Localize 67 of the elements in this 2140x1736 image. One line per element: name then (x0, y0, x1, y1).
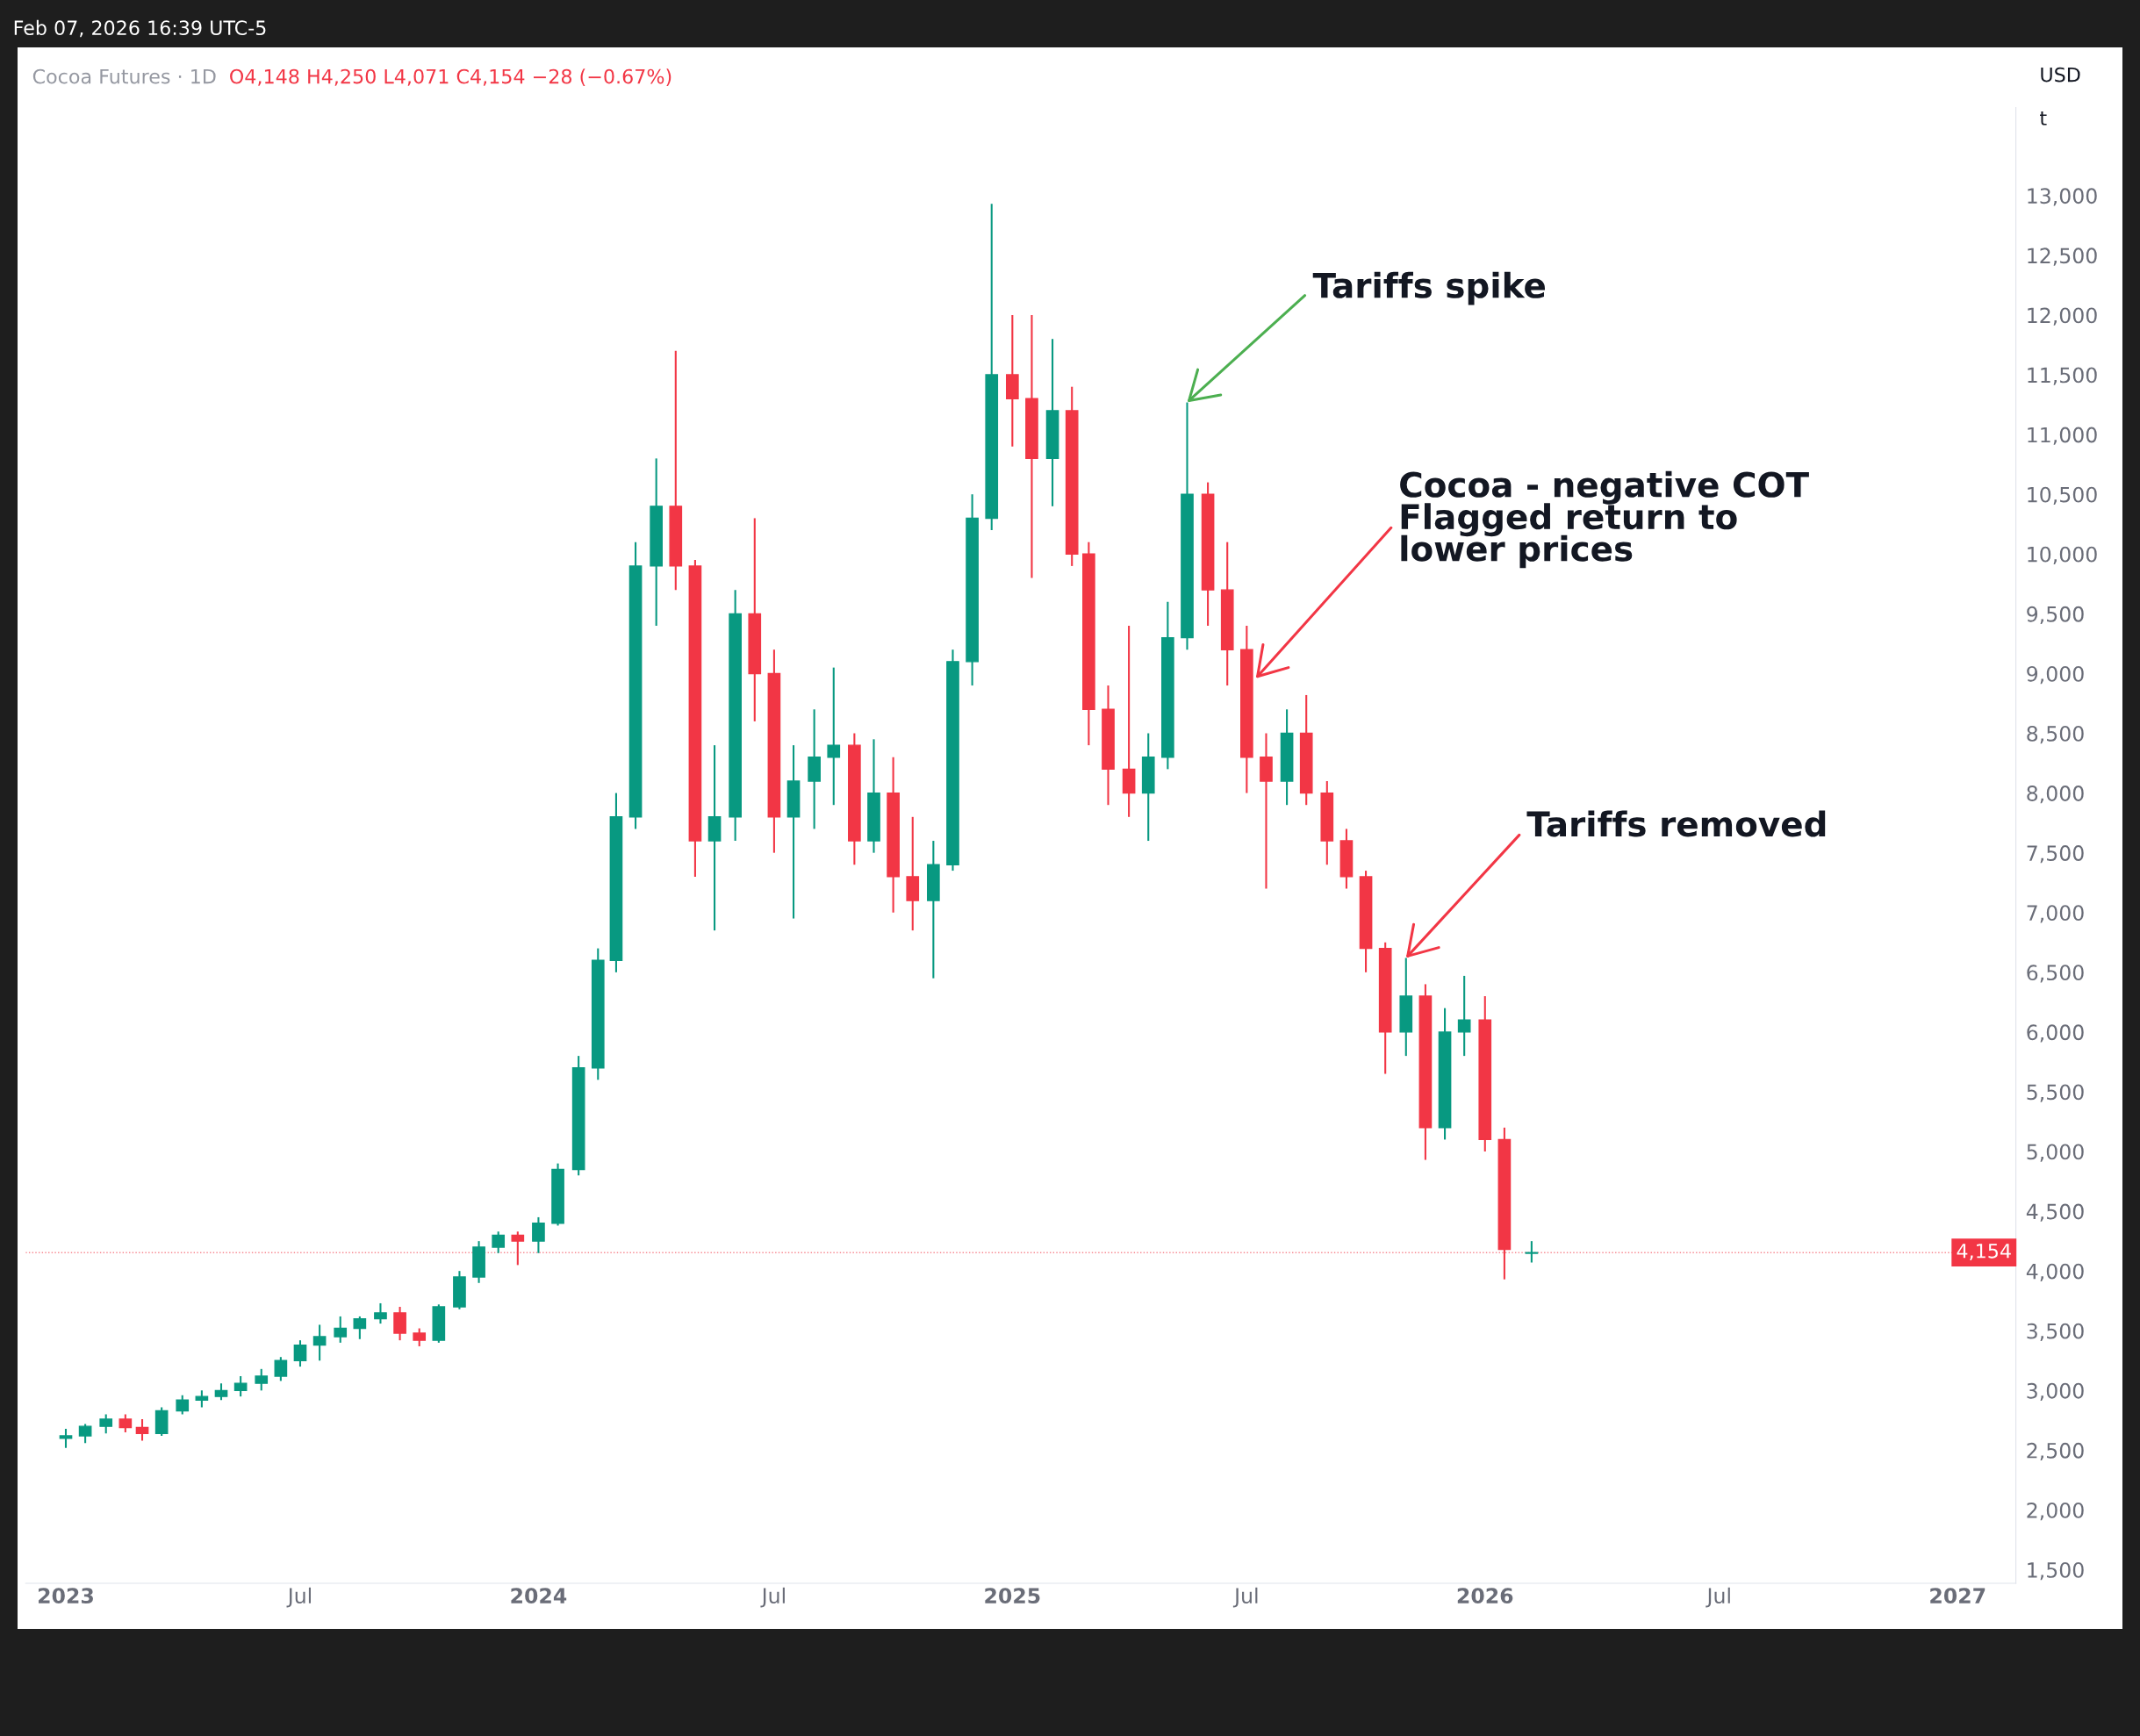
candlestick (59, 1427, 73, 1449)
x-tick-label: 2025 (985, 1588, 1040, 1604)
y-tick-label: 12,500 (2028, 247, 2097, 266)
candlestick (393, 1305, 406, 1342)
chart-subtitle: O4,148 H4,250 L4,071 C4,154 −28 (−0.67%) (230, 68, 671, 87)
ref-line-label: 4,154 (1957, 1244, 2011, 1260)
candlestick (293, 1339, 307, 1368)
y-tick-label: 10,500 (2028, 486, 2097, 505)
y-tick-label: 2,000 (2027, 1502, 2084, 1521)
y-tick-label: 5,500 (2027, 1084, 2084, 1102)
candlestick (1457, 974, 1471, 1058)
text: USD (2041, 67, 2080, 82)
y-tick-label: 2,500 (2027, 1442, 2084, 1461)
y-tick-label: 11,500 (2028, 367, 2097, 385)
candlestick (413, 1327, 427, 1347)
y-tick-label: 9,000 (2027, 665, 2084, 685)
y-tick-label: 3,000 (2027, 1382, 2084, 1402)
candlestick (233, 1374, 248, 1398)
x-tick-label: Jul (1232, 1587, 1258, 1608)
candlestick (214, 1382, 228, 1402)
y-tick-label: 4,500 (2026, 1203, 2084, 1222)
y-tick-label: 6,000 (2027, 1024, 2084, 1043)
candlestick (374, 1302, 387, 1325)
y-tick-label: 3,500 (2027, 1323, 2084, 1341)
y-tick-label: 12,000 (2028, 307, 2097, 326)
y-tick-label: 10,000 (2028, 546, 2097, 564)
candlestick (353, 1315, 367, 1340)
x-tick-label: 2026 (1457, 1588, 1513, 1604)
y-tick-label: 8,000 (2027, 786, 2084, 804)
candlestick (1525, 1240, 1539, 1264)
x-tick-label: 2027 (1930, 1588, 1986, 1604)
candlestick (334, 1315, 348, 1344)
candlestick (532, 1216, 545, 1254)
x-tick-label: 2023 (39, 1588, 93, 1604)
candlestick (78, 1423, 92, 1445)
candlestick (99, 1413, 113, 1435)
candlestick (511, 1230, 525, 1266)
y-tick-label: 1,500 (2028, 1562, 2084, 1581)
chart-title: Cocoa Futures · 1D (32, 68, 216, 84)
x-tick-label: Jul (286, 1587, 312, 1608)
y-tick-label: 7,000 (2027, 905, 2084, 923)
y-tick-label: 8,500 (2027, 725, 2084, 744)
candlestick (274, 1356, 288, 1382)
annotation: Tariffs removed (1526, 810, 1826, 837)
candlestick (827, 666, 841, 807)
x-tick-label: Jul (1706, 1587, 1730, 1608)
candlestick (492, 1230, 506, 1254)
candlestick (312, 1324, 327, 1362)
annotation: Cocoa - negative COT Flagged return to lower prices (1400, 470, 1809, 569)
candlestick (255, 1367, 269, 1392)
y-tick-label: 5,000 (2027, 1144, 2084, 1162)
text: t (2040, 111, 2047, 126)
x-tick-label: 2024 (511, 1588, 567, 1604)
y-tick-label: 11,000 (2028, 427, 2097, 445)
candlestick (135, 1417, 149, 1442)
y-tick-label: 4,000 (2026, 1263, 2084, 1281)
candlestick (176, 1394, 190, 1416)
annotation: Tariffs spike (1312, 271, 1545, 305)
y-tick-label: 13,000 (2028, 188, 2097, 206)
y-tick-label: 6,500 (2027, 965, 2084, 983)
candlestick (707, 744, 722, 932)
x-tick-label: Jul (760, 1587, 785, 1608)
text: Feb 07, 2026 16:39 UTC-5 (14, 19, 266, 38)
y-tick-label: 9,500 (2027, 606, 2084, 625)
candlestick (118, 1413, 133, 1434)
y-tick-label: 7,500 (2027, 845, 2084, 864)
candlestick (195, 1389, 209, 1409)
